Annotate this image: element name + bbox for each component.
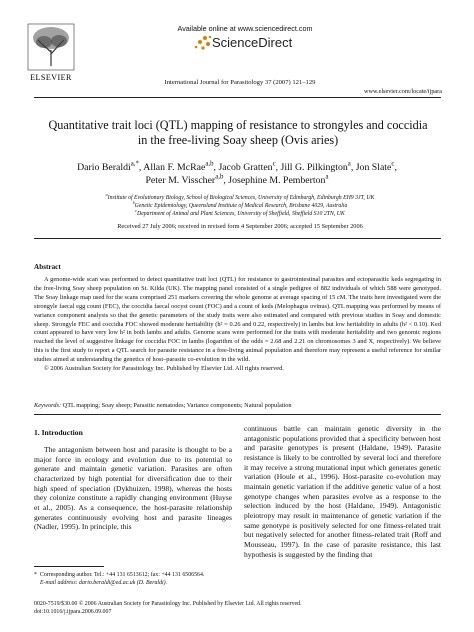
brand: ScienceDirect xyxy=(212,35,293,50)
keywords-text: QTL mapping; Soay sheep; Parasitic nemat… xyxy=(62,402,292,409)
footer: 0020-7519/$30.00 © 2006 Australian Socie… xyxy=(34,600,444,616)
abstract-text: A genome-wide scan was performed to dete… xyxy=(34,276,441,374)
footnote-line: * Corresponding author. Tel.: +44 131 65… xyxy=(34,571,234,579)
publisher: ELSEVIER xyxy=(30,73,72,82)
author-affiliation-mark: a,* xyxy=(130,160,139,168)
dates: Received 27 July 2006; received in revis… xyxy=(117,223,363,230)
section-heading: 1. Introduction xyxy=(34,428,83,437)
sciencedirect-mark xyxy=(194,35,212,50)
intro-left: The antagonism between host and parasite… xyxy=(34,445,232,532)
footnote-mark: * xyxy=(34,572,37,578)
footnote: * Corresponding author. Tel.: +44 131 65… xyxy=(34,571,234,587)
affiliation-mark: c xyxy=(135,208,138,214)
separator: , xyxy=(394,162,397,173)
author-name: Peter M. Visscher xyxy=(145,175,216,186)
author-name: Dario Beraldi xyxy=(77,162,131,173)
author: Peter M. Visschera,b xyxy=(145,173,228,186)
author-name: Jacob Gratten xyxy=(218,162,273,173)
affiliation-text: Institute of Evolutionary Biology, Schoo… xyxy=(107,195,375,201)
affiliation-mark: a xyxy=(105,192,108,198)
authors: Dario Beraldia,*Allan F. McRaea,bJacob G… xyxy=(30,161,444,187)
author: Jill G. Pilkingtona xyxy=(280,160,356,173)
journal-url: www.elsevier.com/locate/ijpara xyxy=(364,88,442,95)
author: Jacob Grattenc xyxy=(218,160,280,173)
author: Jon Slatec xyxy=(355,160,395,173)
affiliation: cDepartment of Animal and Plant Sciences… xyxy=(40,208,440,218)
author-affiliation-mark: c xyxy=(272,160,276,168)
footer-line: 0020-7519/$30.00 © 2006 Australian Socie… xyxy=(34,601,302,607)
author-affiliation-mark: c xyxy=(391,160,395,168)
footnote-line: E-mail address: dario.beraldi@ed.ac.uk (… xyxy=(40,580,168,586)
abstract-heading: Abstract xyxy=(34,263,61,271)
affiliation-mark: b xyxy=(132,200,135,206)
footnote-text: Corresponding author. Tel.: +44 131 6513… xyxy=(39,572,205,578)
rule xyxy=(34,238,441,239)
intro-right: continuous battle can maintain genetic d… xyxy=(244,424,441,559)
rule xyxy=(34,414,441,415)
keywords-label: Keywords: xyxy=(34,402,62,409)
affiliation: bGenetic Epidemiology, Queensland Instit… xyxy=(40,200,440,210)
journal-citation: International Journal for Parasitology 3… xyxy=(164,79,316,86)
abstract-body: A genome-wide scan was performed to dete… xyxy=(34,276,441,364)
author-name: Allan F. McRae xyxy=(143,162,206,173)
author-name: Josephine M. Pemberton xyxy=(228,175,326,186)
article-title: Quantitative trait loci (QTL) mapping of… xyxy=(48,118,428,147)
author-affiliation-mark: a xyxy=(325,173,329,181)
author: Allan F. McRaea,b xyxy=(143,160,218,173)
rule xyxy=(34,97,441,98)
author: Dario Beraldia,* xyxy=(77,160,143,173)
keywords: Keywords: QTL mapping; Soay sheep; Paras… xyxy=(34,402,441,409)
author-affiliation-mark: a,b xyxy=(215,173,224,181)
author-affiliation-mark: a,b xyxy=(205,160,214,168)
affiliation-text: Genetic Epidemiology, Queensland Institu… xyxy=(134,203,348,209)
author-affiliation-mark: a xyxy=(347,160,351,168)
footnote-rule xyxy=(34,566,104,567)
available-online: Available online at www.sciencedirect.co… xyxy=(177,24,313,33)
footer-line: doi:10.1016/j.ijpara.2006.09.007 xyxy=(34,609,112,615)
author-name: Jon Slate xyxy=(355,162,392,173)
abstract-copyright: © 2006 Australian Society for Parasitolo… xyxy=(44,365,284,373)
affiliations: aInstitute of Evolutionary Biology, Scho… xyxy=(40,192,440,218)
affiliation-text: Department of Animal and Plant Sciences,… xyxy=(137,211,345,217)
affiliation: aInstitute of Evolutionary Biology, Scho… xyxy=(40,192,440,202)
author-name: Jill G. Pilkington xyxy=(280,162,348,173)
elsevier-logo: ELSEVIER xyxy=(27,23,75,82)
author: Josephine M. Pembertona xyxy=(228,173,329,186)
